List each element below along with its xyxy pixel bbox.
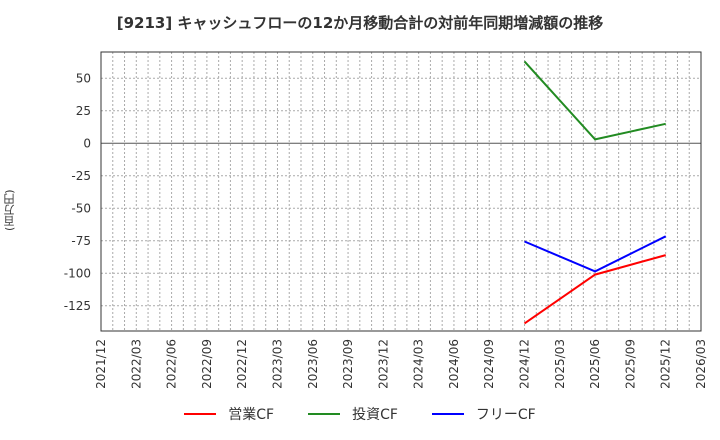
y-tick-label: -100 — [64, 266, 91, 280]
legend-line-icon — [308, 413, 341, 415]
legend: 営業CF 投資CF フリーCF — [0, 404, 720, 424]
y-tick-label: -125 — [64, 299, 91, 313]
y-tick-label: -75 — [71, 234, 91, 248]
legend-label: 投資CF — [352, 407, 398, 423]
series-line-投資CF — [523, 60, 666, 141]
x-tick-label: 2023/12 — [376, 339, 390, 389]
y-tick-label: 25 — [76, 104, 91, 118]
x-tick-label: 2026/03 — [694, 339, 708, 389]
x-tick-label: 2022/12 — [235, 339, 249, 389]
legend-line-icon — [431, 413, 464, 415]
legend-label: フリーCF — [475, 407, 536, 423]
x-tick-label: 2024/06 — [447, 339, 461, 389]
grid — [101, 52, 701, 331]
x-tick-label: 2023/09 — [341, 339, 355, 389]
series-line-フリーCF — [524, 235, 667, 273]
series-line-営業CF — [523, 254, 666, 325]
legend-label: 営業CF — [228, 407, 275, 423]
y-tick-label: -25 — [71, 169, 91, 183]
plot-frame — [100, 51, 702, 332]
y-tick-label: -50 — [71, 201, 91, 215]
x-tick-label: 2023/03 — [270, 339, 284, 389]
x-tick-label: 2025/03 — [553, 339, 567, 389]
legend-item: フリーCF — [431, 404, 536, 424]
x-tick-label: 2025/09 — [623, 339, 637, 389]
legend-line-icon — [184, 413, 217, 415]
y-tick-label: 50 — [76, 71, 91, 85]
legend-item: 投資CF — [308, 404, 398, 424]
y-tick-label: 0 — [83, 136, 91, 150]
chart-title: [9213] キャッシュフローの12か月移動合計の対前年同期増減額の推移 — [116, 14, 604, 32]
x-tick-label: 2025/06 — [588, 339, 602, 389]
x-tick-label: 2022/06 — [165, 339, 179, 389]
x-tick-label: 2022/03 — [129, 339, 143, 389]
x-tick-label: 2021/12 — [94, 339, 108, 389]
x-tick-label: 2024/09 — [482, 339, 496, 389]
x-tick-label: 2024/03 — [412, 339, 426, 389]
x-tick-label: 2023/06 — [306, 339, 320, 389]
x-tick-label: 2024/12 — [518, 339, 532, 389]
x-tick-label: 2025/12 — [659, 339, 673, 389]
legend-item: 営業CF — [184, 404, 274, 424]
x-tick-label: 2022/09 — [200, 339, 214, 389]
